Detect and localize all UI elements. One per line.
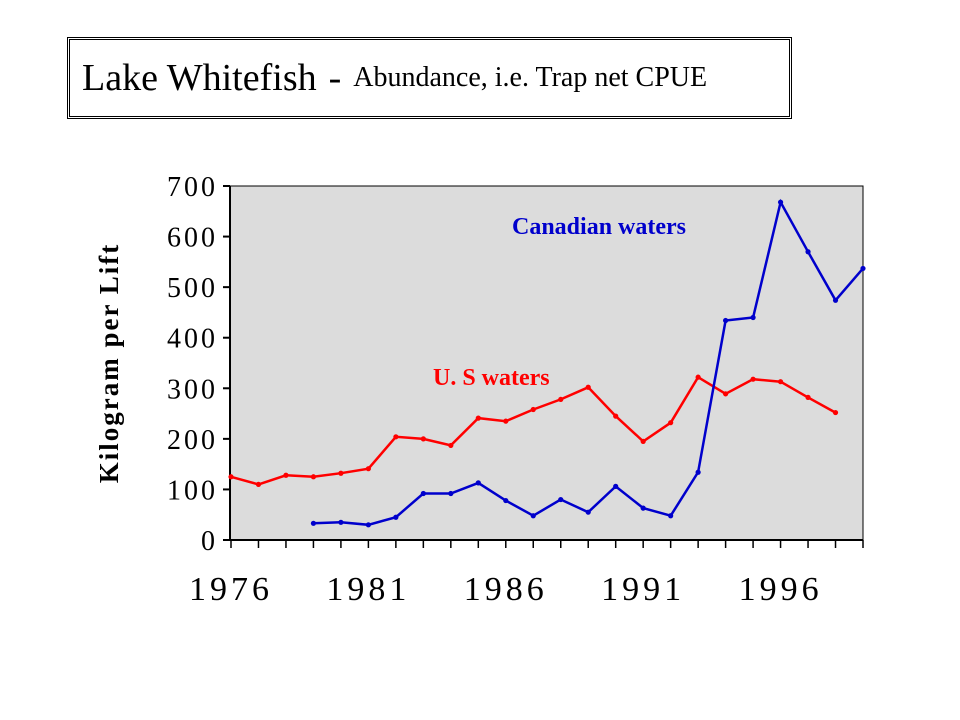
data-point [668,513,674,519]
data-point [613,413,619,419]
data-point [585,509,591,515]
data-point [723,317,729,324]
data-point [585,384,591,390]
data-point [558,396,564,403]
data-point [832,409,839,416]
data-point [310,474,317,480]
data-point [475,480,481,486]
data-point [805,394,811,400]
data-point [558,496,564,503]
title-box: Lake Whitefish - Abundance, i.e. Trap ne… [67,37,792,119]
axes [223,185,864,548]
x-tick-label: 1991 [601,571,685,608]
y-tick-label: 100 [167,475,218,506]
y-tick-label: 300 [167,374,218,405]
data-point [805,249,811,255]
chart-subtitle: Abundance, i.e. Trap net CPUE [353,62,708,93]
data-point [530,513,536,519]
data-point [365,466,371,472]
series-group [228,198,866,528]
data-point [448,490,454,497]
y-tick-label: 400 [167,324,218,355]
data-point [640,505,646,511]
data-point [695,374,701,380]
chart-title: Lake Whitefish [82,57,317,99]
data-point [338,470,344,476]
x-tick-label: 1976 [189,571,273,608]
data-point [695,469,701,475]
data-point [475,415,481,421]
data-point [777,199,784,205]
data-point [860,265,866,272]
data-point [668,420,674,426]
data-point [723,391,729,397]
data-point [750,376,756,382]
series-label-canadian: Canadian waters [512,214,686,240]
data-point [338,519,344,525]
y-tick-label: 0 [201,526,218,557]
x-tick-label: 1986 [464,571,548,608]
x-tick-labels: 1976 1981 1986 1991 1996 [189,571,823,608]
data-point [503,418,509,424]
x-tick-label: 1981 [326,571,410,608]
y-tick-labels: 0 100 200 300 400 500 600 700 [167,172,218,557]
y-tick-label: 500 [167,273,218,304]
data-point [228,474,234,480]
data-point [255,481,262,487]
y-tick-label: 200 [167,425,218,456]
y-tick-label: 700 [167,172,218,203]
data-point [613,483,619,489]
data-point [832,297,839,303]
data-point [420,490,426,497]
data-point [448,442,454,449]
data-point [640,438,646,444]
plot-area [229,185,864,541]
data-point [283,472,289,478]
data-point [750,314,756,321]
y-axis-label: Kilogram per Lift [94,243,124,483]
series-label-us: U. S waters [433,365,550,391]
y-tick-label: 600 [167,223,218,254]
data-point [365,522,371,528]
x-tick-label: 1996 [739,571,823,608]
data-point [530,406,536,413]
title-separator: - [328,57,342,99]
data-point [310,520,317,526]
data-point [393,514,399,520]
data-point [503,497,509,504]
data-point [420,436,426,442]
data-point [777,379,784,385]
data-point [393,434,399,440]
